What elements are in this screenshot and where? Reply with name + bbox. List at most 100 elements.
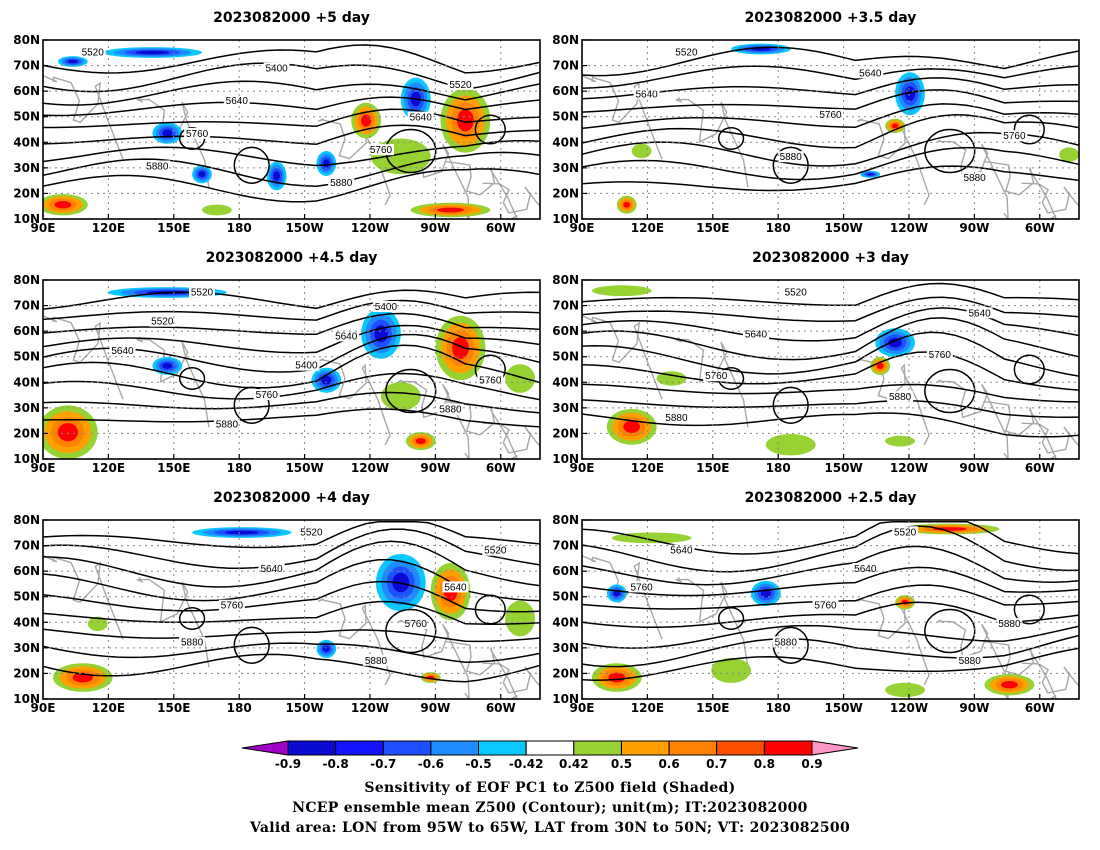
- lon-tick-label: 90W: [420, 701, 450, 715]
- contour-label: 5760: [221, 601, 244, 612]
- panels-layer: 5520 5400 5520 5640 5640 5760 5760 5880 5880 2023…: [13, 10, 1080, 715]
- positive-sensitivity-area: [87, 616, 108, 631]
- lon-tick-label: 120W: [351, 221, 389, 235]
- z500-contour: [43, 168, 540, 203]
- lat-tick-label: 40N: [13, 615, 40, 629]
- lon-tick-label: 120W: [890, 461, 928, 475]
- contour-label: 5640: [444, 582, 467, 593]
- contour-label: 5520: [785, 287, 808, 298]
- z500-contour: [43, 580, 540, 613]
- lat-tick-label: 20N: [13, 666, 40, 680]
- negative-sensitivity-area: [316, 151, 337, 176]
- lon-tick-label: 120E: [92, 701, 125, 715]
- z500-contour: [43, 124, 540, 145]
- positive-sensitivity-area: [765, 434, 816, 456]
- colorbar-label: 0.8: [754, 757, 775, 771]
- z500-contour: [582, 65, 1079, 89]
- contour-label: 5760: [256, 390, 279, 401]
- colorbar-box: [668, 740, 718, 756]
- negative-sensitivity-area: [751, 580, 781, 606]
- z500-contour: [43, 521, 540, 549]
- contour-label: 5760: [814, 601, 837, 612]
- z500-contour: [582, 351, 1079, 391]
- lat-tick-label: 60N: [13, 84, 40, 98]
- colorbar-box: [621, 740, 670, 756]
- contour-label: 5520: [191, 287, 214, 298]
- z500-contour: [582, 634, 1079, 668]
- z500-contour: [582, 545, 1079, 586]
- lat-tick-label: 30N: [552, 641, 579, 655]
- contour-label: 5640: [410, 113, 433, 124]
- colorbar-box: [573, 740, 622, 756]
- colorbar-box: [430, 740, 479, 756]
- positive-sensitivity-area: [1059, 147, 1079, 162]
- z500-contour: [582, 317, 1079, 361]
- contour-label: 5640: [670, 546, 693, 557]
- contour-label: 5760: [630, 582, 653, 593]
- lat-tick-label: 60N: [13, 324, 40, 338]
- lat-tick-label: 80N: [13, 33, 40, 47]
- lon-tick-label: 150W: [824, 221, 862, 235]
- contour-label: 5880: [780, 152, 803, 163]
- z500-contour: [43, 408, 540, 428]
- contour-label: 5880: [998, 619, 1021, 630]
- contour-label: 5640: [335, 331, 358, 342]
- panel-frame: [42, 39, 541, 220]
- positive-sensitivity-area: [505, 364, 535, 393]
- contour-label: 5760: [186, 129, 209, 140]
- lon-tick-label: 150W: [824, 701, 862, 715]
- contour-label: 5880: [959, 656, 982, 667]
- map-panel: 5520 5520 5640 5640 5760 5760 5880 5880 20230820…: [13, 490, 541, 715]
- positive-sensitivity-area: [885, 118, 905, 134]
- positive-sensitivity-area: [43, 405, 98, 459]
- z500-contour: [582, 114, 1079, 149]
- lat-tick-label: 20N: [552, 666, 579, 680]
- panel-title: 2023082000 +5 day: [213, 10, 370, 26]
- negative-sensitivity-area: [57, 56, 88, 67]
- lon-tick-label: 120W: [890, 221, 928, 235]
- lat-tick-label: 30N: [552, 161, 579, 175]
- colorbar-label: 0.7: [706, 757, 727, 771]
- lat-tick-label: 30N: [552, 401, 579, 415]
- colorbar-label: -0.5: [465, 757, 491, 771]
- lat-tick-label: 80N: [552, 33, 579, 47]
- colorbar-label: -0.8: [322, 757, 348, 771]
- contour-label: 5520: [449, 80, 472, 91]
- z500-contour: [43, 312, 540, 336]
- z500-contour: [582, 131, 1079, 167]
- lon-tick-label: 90W: [420, 461, 450, 475]
- lat-tick-label: 70N: [13, 539, 40, 553]
- contour-label: 5520: [675, 47, 698, 58]
- panel-title: 2023082000 +4 day: [213, 490, 370, 506]
- map-panel: 5520 5400 5520 5640 5640 5760 5760 5880 5880 2023…: [13, 10, 541, 235]
- z500-contour: [582, 399, 1079, 418]
- lat-tick-label: 40N: [552, 375, 579, 389]
- z500-contour: [43, 628, 540, 643]
- lon-tick-label: 90E: [31, 701, 56, 715]
- lat-tick-label: 50N: [13, 590, 40, 604]
- positive-sensitivity-area: [410, 202, 491, 218]
- lon-tick-label: 90W: [959, 701, 989, 715]
- z500-contour: [43, 299, 540, 321]
- lon-tick-label: 120E: [631, 701, 664, 715]
- contour-label: 5880: [216, 419, 239, 430]
- colorbar-label: -0.42: [509, 757, 544, 771]
- lat-tick-label: 50N: [13, 110, 40, 124]
- contour-label: 5640: [111, 346, 134, 357]
- lon-tick-label: 90W: [420, 221, 450, 235]
- lat-tick-label: 70N: [13, 59, 40, 73]
- lat-tick-label: 50N: [552, 590, 579, 604]
- lat-tick-label: 10N: [552, 452, 579, 466]
- lon-tick-label: 90E: [570, 461, 595, 475]
- colorbar-label: -0.9: [275, 757, 301, 771]
- lon-tick-label: 180: [227, 221, 252, 235]
- lon-tick-label: 180: [766, 701, 791, 715]
- negative-sensitivity-area: [102, 47, 202, 58]
- lat-tick-label: 80N: [552, 273, 579, 287]
- z500-contour: [43, 151, 540, 187]
- contour-label: 5640: [968, 308, 991, 319]
- lat-tick-label: 50N: [552, 350, 579, 364]
- contour-label: 5640: [226, 96, 249, 107]
- lat-tick-label: 70N: [552, 59, 579, 73]
